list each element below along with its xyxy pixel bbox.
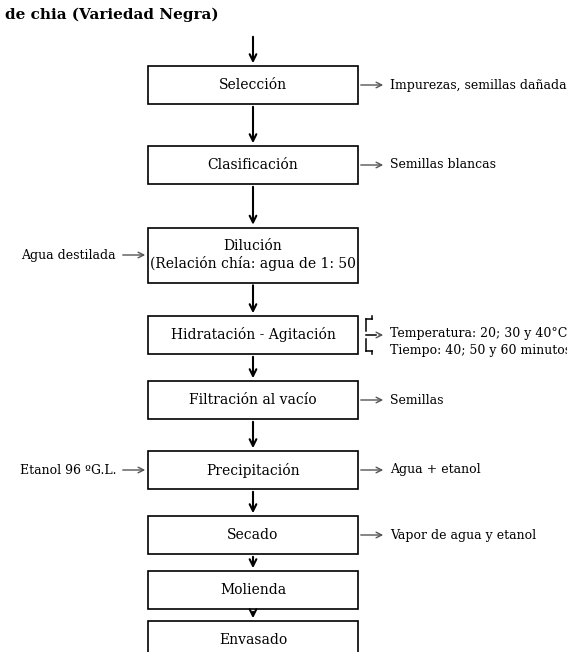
Text: de chia (Variedad Negra): de chia (Variedad Negra)	[5, 8, 219, 22]
Text: Vapor de agua y etanol: Vapor de agua y etanol	[390, 529, 536, 542]
Bar	[148, 66, 358, 104]
Text: Hidratación - Agitación: Hidratación - Agitación	[171, 327, 336, 342]
Bar	[148, 571, 358, 609]
Text: Semillas blancas: Semillas blancas	[390, 158, 496, 171]
Text: Agua + etanol: Agua + etanol	[390, 464, 481, 477]
Text: Precipitación: Precipitación	[206, 462, 300, 477]
Bar	[148, 516, 358, 554]
Text: Filtración al vacío: Filtración al vacío	[189, 393, 317, 407]
Text: Dilución
(Relación chía: agua de 1: 50: Dilución (Relación chía: agua de 1: 50	[150, 239, 356, 271]
Text: Etanol 96 ºG.L.: Etanol 96 ºG.L.	[19, 464, 116, 477]
Text: Molienda: Molienda	[220, 583, 286, 597]
Text: Clasificación: Clasificación	[208, 158, 298, 172]
Text: Secado: Secado	[227, 528, 279, 542]
Text: Selección: Selección	[219, 78, 287, 92]
Bar	[148, 316, 358, 354]
Bar	[148, 381, 358, 419]
Bar	[148, 146, 358, 184]
Bar	[148, 621, 358, 652]
Text: Envasado: Envasado	[219, 633, 287, 647]
Bar	[148, 228, 358, 282]
Text: Semillas: Semillas	[390, 394, 443, 406]
Text: Impurezas, semillas dañadas: Impurezas, semillas dañadas	[390, 78, 567, 91]
Text: Temperatura: 20; 30 y 40°C
Tiempo: 40; 50 y 60 minutos: Temperatura: 20; 30 y 40°C Tiempo: 40; 5…	[390, 327, 567, 357]
Text: Agua destilada: Agua destilada	[22, 248, 116, 261]
Bar	[148, 451, 358, 489]
